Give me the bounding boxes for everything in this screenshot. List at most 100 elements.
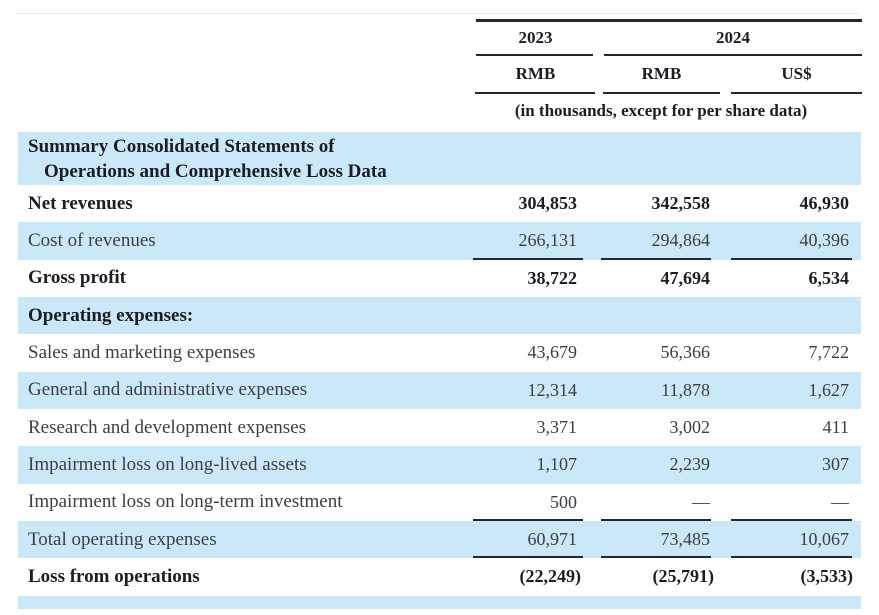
value: 304,853 [518,193,578,214]
cell-2024-rmb: (25,791) [597,558,722,595]
cell-2024-rmb: 2,239 [597,446,722,483]
accounting-underline [601,518,711,521]
cell-2023-rmb [447,297,597,334]
cell-2023-rmb: 1,107 [447,446,597,483]
currency-header-2024-usd: US$ [781,64,812,83]
cell-2024-usd: 6,534 [722,260,861,297]
cell-2024-rmb: 294,864 [597,222,722,260]
row-sales-and-marketing: Sales and marketing expenses 43,679 56,3… [18,334,861,371]
cell-2024-usd: 46,930 [722,185,861,227]
value: 11,878 [661,379,710,400]
cell-2024-rmb: 47,694 [597,260,722,297]
accounting-underline [473,518,583,521]
row-label: Impairment loss on long-lived assets [28,453,307,475]
cell-2024-rmb: — [597,484,722,521]
row-label: Sales and marketing expenses [28,341,256,363]
value: 411 [822,417,849,438]
value: 73,485 [660,529,711,550]
value: 1,627 [808,379,850,400]
row-label: Research and development expenses [28,416,307,438]
cell-2024-usd: 7,722 [722,334,861,371]
row-label: Total operating expenses [28,528,217,550]
row-general-and-administrative: General and administrative expenses 12,3… [18,371,861,409]
cell-2024-usd: — [722,484,861,521]
value: 46,930 [799,193,850,214]
value: 3,371 [536,417,578,438]
accounting-underline [601,257,711,260]
currency-header-2024-rmb: RMB [641,64,682,83]
row-label: Loss from operations [28,565,200,587]
accounting-underline [473,556,583,559]
value: 266,131 [518,230,578,251]
next-row-partial-stripe [18,595,861,609]
cell-2024-rmb: 56,366 [597,334,722,371]
cell-2024-usd: 307 [722,446,861,483]
accounting-underline [731,257,852,260]
cell-2024-usd: 40,396 [722,222,861,260]
row-total-operating-expenses: Total operating expenses 60,971 73,485 1… [18,520,861,559]
year-2024-header: 2024 [716,28,750,47]
units-note: (in thousands, except for per share data… [514,101,808,120]
value: 56,366 [660,342,711,363]
accounting-underline [473,257,583,260]
year-2024-underline [604,54,862,56]
cell-2024-rmb [597,297,722,334]
cell-2023-rmb: 3,371 [447,409,597,446]
table-body: Summary Consolidated Statements of Opera… [18,132,861,609]
cell-2023-rmb: (22,249) [447,558,597,595]
value: 307 [822,454,849,475]
table-top-border [476,19,862,22]
value: 43,679 [527,342,578,363]
value: 38,722 [527,267,578,288]
row-label: Impairment loss on long-term investment [28,491,343,513]
year-2023-underline [476,54,593,56]
value: (3,533) [800,566,854,587]
row-cost-of-revenues: Cost of revenues 266,131 294,864 40,396 [18,222,861,260]
value: 6,534 [808,267,850,288]
value: 7,722 [808,342,850,363]
value: 2,239 [669,454,711,475]
value: 1,107 [536,454,578,475]
value: 10,067 [799,529,850,550]
value: 3,002 [669,417,711,438]
row-operating-expenses-heading: Operating expenses: [18,296,861,335]
section-header-line2: Operations and Comprehensive Loss Data [44,161,387,182]
cell-2023-rmb: 60,971 [447,521,597,559]
cell-2023-rmb: 12,314 [447,372,597,409]
value: 500 [550,491,577,512]
cell-2023-rmb: 38,722 [447,260,597,297]
accounting-underline [731,518,852,521]
cell-2023-rmb: 500 [447,484,597,521]
value: — [692,491,710,512]
cell-2024-usd [722,297,861,334]
row-impairment-long-term-investment: Impairment loss on long-term investment … [18,484,861,521]
top-hairline-divider [17,13,859,14]
col2-underline [603,92,720,94]
cell-2024-rmb: 73,485 [597,521,722,559]
value: 40,396 [799,230,850,251]
row-label: Net revenues [28,192,133,214]
value: 342,558 [651,193,711,214]
row-gross-profit: Gross profit 38,722 47,694 6,534 [18,260,861,297]
row-label: Gross profit [28,267,126,289]
cell-2024-rmb: 342,558 [597,185,722,227]
accounting-underline [601,556,711,559]
cell-2024-rmb: 3,002 [597,409,722,446]
cell-2024-usd: 10,067 [722,521,861,559]
row-label: Cost of revenues [28,229,156,251]
value: 60,971 [527,529,578,550]
cell-2024-usd: 1,627 [722,372,861,409]
accounting-underline [731,556,852,559]
row-label: General and administrative expenses [28,379,308,401]
value: 47,694 [660,267,711,288]
value: 12,314 [527,379,578,400]
row-label: Operating expenses: [28,304,194,326]
row-net-revenues: Net revenues 304,853 342,558 46,930 [18,185,861,227]
value: (25,791) [652,566,715,587]
value: 294,864 [651,230,711,251]
cell-2023-rmb: 304,853 [447,185,597,227]
year-2023-header: 2023 [518,28,553,47]
cell-2024-rmb: 11,878 [597,372,722,409]
currency-header-2023-rmb: RMB [515,64,556,83]
